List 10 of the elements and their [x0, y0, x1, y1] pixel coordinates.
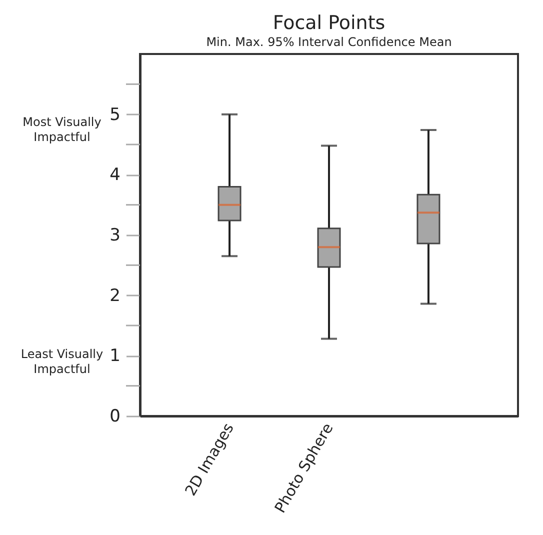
- y-tick-label: 4: [110, 165, 120, 186]
- y-tick-label: 1: [110, 346, 120, 366]
- y-tick-label: 0: [110, 406, 120, 426]
- chart-title: Focal Points: [272, 12, 386, 34]
- chart-subtitle: Min. Max. 95% Interval Confidence Mean: [206, 35, 452, 49]
- text: Least Visually Impactful: [20, 347, 104, 376]
- y-tick-label: 3: [110, 226, 120, 246]
- y-tick-label: 2: [110, 286, 120, 306]
- text: Most Visually Impactful: [22, 115, 102, 144]
- y-tick-label: 5: [110, 104, 120, 125]
